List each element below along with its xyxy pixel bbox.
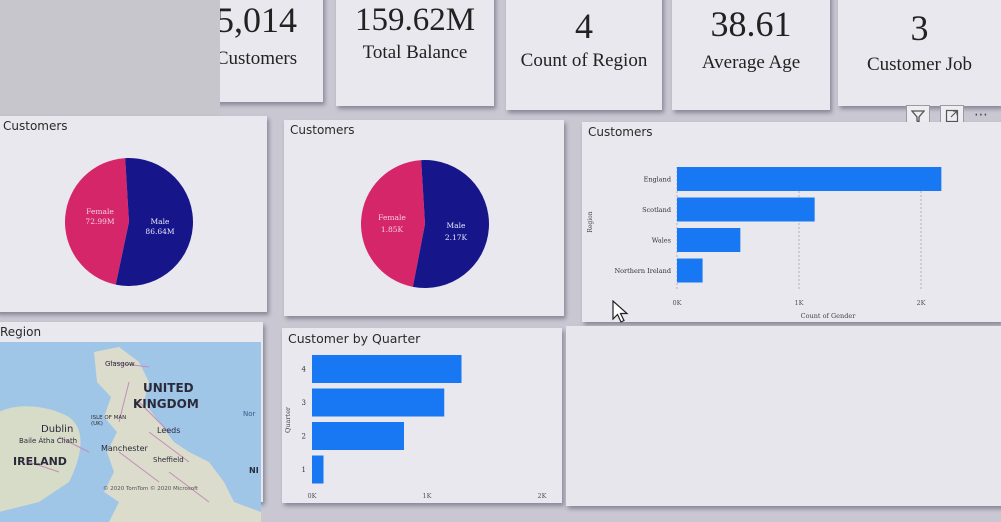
kpi-card-average-age[interactable]: 38.61 Average Age [672,0,830,110]
kpi-card-customer-job[interactable]: 3 Customer Job [838,0,1001,106]
slice-label-male: 2.17K [445,233,468,242]
map-label-sheffield: Sheffield [153,456,184,464]
kpi-label: Customers [215,48,298,69]
kpi-value: 38.61 [710,4,792,44]
pie-svg: Female 1.85K Male 2.17K [361,160,489,288]
map-copyright: © 2020 TomTom © 2020 Microsoft [103,486,199,492]
x-tick-label: 1K [423,492,432,500]
kpi-card-count-of-region[interactable]: 4 Count of Region [506,0,662,110]
slice-label-male: 86.64M [145,227,174,236]
y-tick-label: Northern Ireland [614,267,671,275]
chart-title: Customers [588,125,653,139]
focus-mode-icon[interactable] [940,105,964,127]
y-tick-label: Scotland [642,206,671,214]
blurred-region [0,0,220,120]
pie-chart-balance-by-gender[interactable]: Customers Female 72.99M Male 86.64M [0,116,267,312]
bar-2 [312,422,404,450]
map-label-dublin: Dublin [41,424,74,435]
bar-chart-customers-by-region[interactable]: Customers Region Count of Gender 0K 1K 2K E… [582,122,1001,322]
x-tick-label: 2K [538,492,547,500]
kpi-value: 4 [575,6,593,46]
slice-label-female: 72.99M [85,217,114,226]
map-label-nor: Nor [243,410,256,418]
map-svg [0,342,261,522]
map-label-glasgow: Glasgow [105,360,135,368]
pie-slice-male [115,158,193,286]
map-title: Region [0,325,42,339]
y-tick-label: 3 [302,399,306,407]
chart-title: Customers [290,123,355,137]
x-axis-title: Count of Gender [801,312,857,320]
kpi-label: Total Balance [362,42,468,63]
y-tick-label: England [644,176,671,184]
bar-1 [312,455,324,484]
pie-slice-male [412,160,489,288]
slice-name-female: Female [378,213,406,222]
kpi-value: 159.62M [354,2,476,38]
x-tick-label: 0K [308,492,317,500]
kpi-value: 3 [910,8,929,48]
slice-name-female: Female [86,207,114,216]
map-label-kingdom: KINGDOM [133,397,199,411]
pie-slice-female [65,158,129,285]
map-visual-region[interactable]: Region Glasgow UNITED KINGDOM ISLE OF MA… [0,322,263,522]
slice-name-male: Male [447,221,467,230]
y-tick-label: Wales [652,237,671,245]
bar-england [677,167,942,191]
kpi-label: Count of Region [520,50,648,71]
bar-3 [312,388,445,417]
bar-northern-ireland [677,258,703,283]
y-tick-label: 4 [302,366,307,374]
chart-title: Customer by Quarter [288,331,421,346]
kpi-label: Customer Job [866,54,973,75]
kpi-value: 5,014 [216,0,297,40]
pie-chart-count-by-gender[interactable]: Customers Female 1.85K Male 2.17K [284,120,564,316]
bar-chart-svg: Quarter 0K 1K 2K 4 3 2 1 [284,355,547,500]
map-label-ireland: IRELAND [13,455,67,468]
map-label-baile-atha-cliath: Baile Átha Cliath [19,437,78,445]
bar-scotland [677,197,815,222]
y-tick-label: 2 [302,433,306,441]
y-axis-title: Quarter [284,406,292,433]
map-label-nl: NI [249,466,259,475]
mouse-cursor-icon [612,300,629,323]
x-tick-label: 1K [795,299,804,307]
y-tick-label: 1 [302,466,306,474]
bar-wales [677,228,741,252]
bar-chart-customer-by-quarter[interactable]: Customer by Quarter Quarter 0K 1K 2K 4 3 2 1 [282,328,562,503]
x-tick-label: 0K [673,299,682,307]
slice-label-female: 1.85K [381,225,404,234]
y-axis-title: Region [587,211,594,232]
empty-canvas-area [566,326,1001,506]
map-label-isle-of-man: ISLE OF MAN (UK) [91,415,127,428]
map-label-manchester: Manchester [101,444,148,453]
pie-slice-female [361,160,425,287]
bar-4 [312,355,462,383]
map-label-united: UNITED [143,381,194,395]
bar-chart-svg: Region Count of Gender 0K 1K 2K England Scot… [587,167,942,320]
map-canvas[interactable] [0,342,261,522]
x-tick-label: 2K [917,299,926,307]
chart-title: Customers [3,119,68,133]
slice-name-male: Male [151,217,171,226]
map-label-leeds: Leeds [157,426,181,435]
kpi-label: Average Age [701,52,801,73]
pie-svg: Female 72.99M Male 86.64M [65,158,193,286]
more-options-icon[interactable]: ⋯ [974,107,988,123]
kpi-card-total-balance[interactable]: 159.62M Total Balance [336,0,494,106]
